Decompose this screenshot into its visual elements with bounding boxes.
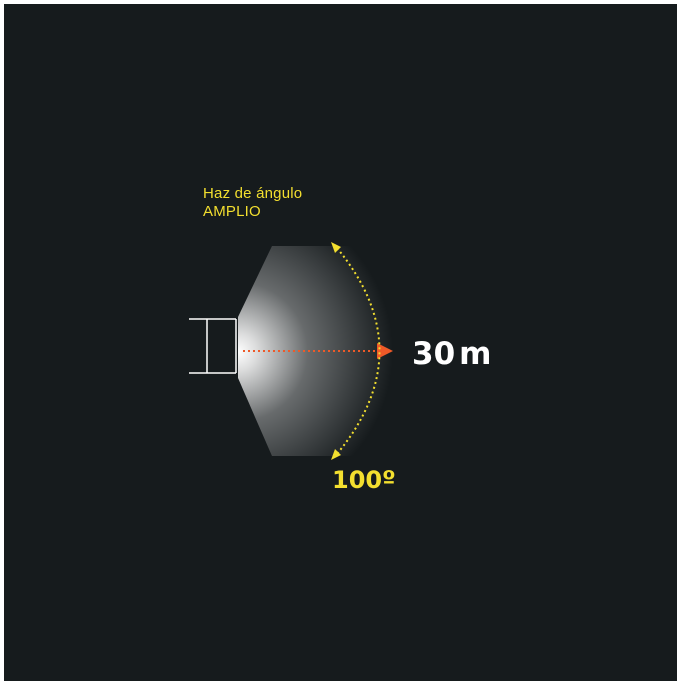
beam-angle-label: 100º <box>332 466 396 494</box>
diagram-canvas: Haz de ángulo AMPLIO 30 m 100º <box>4 4 677 681</box>
beam-type-label: Haz de ángulo AMPLIO <box>203 185 302 221</box>
beam-type-line-1: Haz de ángulo <box>203 185 303 202</box>
diagram-graphics <box>189 242 424 460</box>
distance-value: 30 <box>412 336 456 372</box>
floodlight-icon <box>189 318 237 374</box>
beam-type-line-2: AMPLIO <box>203 203 261 220</box>
curved-double-arrow-icon <box>331 242 381 460</box>
distance-label: 30 m <box>412 334 491 374</box>
distance-unit: m <box>459 336 492 372</box>
light-beam <box>238 246 424 456</box>
